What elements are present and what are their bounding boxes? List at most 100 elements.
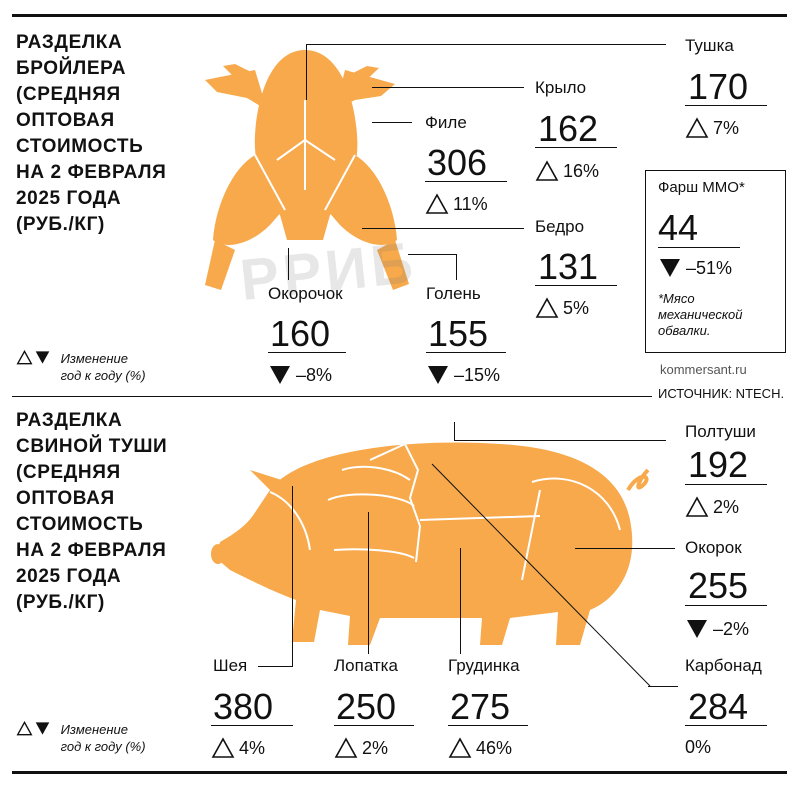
triangle-up-icon (16, 721, 33, 736)
bedro-price: 131 (538, 246, 599, 287)
triangle-up-icon (685, 496, 709, 517)
leader-okorochok-v (288, 248, 289, 280)
okorochok-change: –8% (268, 364, 332, 386)
okorok-change-value: –2% (713, 618, 750, 639)
sheya-label: Шея (213, 656, 248, 675)
file-label: Филе (425, 113, 467, 132)
farsh-note: *Мясо механической обвалки. (658, 291, 743, 338)
triangle-down-icon (660, 259, 680, 277)
leader-sheya-v (292, 486, 293, 666)
okorochok-change-value: –8% (296, 364, 333, 385)
leader-golen-v (456, 254, 457, 280)
tushka-underline (685, 105, 767, 106)
leader-grudinka (460, 548, 461, 654)
okorok-label: Окорок (685, 538, 742, 557)
grudinka-underline (448, 725, 528, 726)
leader-tushka-v (306, 44, 307, 100)
karbonad-label: Карбонад (685, 656, 762, 675)
leader-sheya-h (258, 666, 293, 667)
pork-legend-text: Изменение год к году (%) (60, 722, 146, 754)
poltushi-change: 2% (685, 496, 739, 518)
golen-change-value: –15% (454, 364, 501, 385)
okorochok-underline (268, 352, 346, 353)
bedro-label: Бедро (535, 217, 585, 236)
farsh-change-value: –51% (686, 257, 733, 278)
triangle-up-icon (535, 297, 559, 318)
lopatka-change: 2% (334, 737, 388, 759)
triangle-up-icon (334, 737, 358, 758)
leader-tushka-h (306, 44, 666, 45)
farsh-label: Фарш ММО* (658, 179, 745, 196)
tushka-price: 170 (688, 66, 749, 107)
triangle-up-icon (16, 350, 33, 365)
karbonad-underline (685, 725, 767, 726)
farsh-underline (658, 247, 740, 248)
sheya-change: 4% (211, 737, 265, 759)
okorochok-label: Окорочок (268, 284, 343, 303)
triangle-up-icon (425, 193, 449, 214)
tushka-label: Тушка (685, 36, 734, 55)
karbonad-change-value: 0% (685, 737, 712, 757)
triangle-up-icon (535, 160, 559, 181)
leader-golen-h (408, 254, 456, 255)
leader-krylo (372, 87, 524, 88)
triangle-down-icon (428, 366, 448, 384)
source-site: kommersant.ru (660, 362, 747, 377)
leader-karbonad-diag (431, 463, 651, 687)
lopatka-underline (334, 725, 414, 726)
leader-poltushi-v (454, 422, 455, 440)
leader-bedro (362, 228, 524, 229)
chicken-title: РАЗДЕЛКА БРОЙЛЕРА (СРЕДНЯЯ ОПТОВАЯ СТОИМ… (16, 32, 167, 235)
golen-underline (426, 352, 506, 353)
chicken-illustration (205, 50, 409, 290)
okorok-underline (685, 605, 767, 606)
grudinka-label: Грудинка (448, 656, 520, 675)
sheya-change-value: 4% (239, 737, 266, 758)
triangle-up-icon (211, 737, 235, 758)
poltushi-change-value: 2% (713, 496, 740, 517)
top-rule (12, 14, 787, 17)
sheya-underline (211, 725, 293, 726)
triangle-down-icon (687, 620, 707, 638)
file-underline (425, 181, 507, 182)
farsh-change: –51% (658, 257, 732, 279)
krylo-price: 162 (538, 108, 599, 149)
farsh-price: 44 (658, 207, 699, 248)
leader-okorok (575, 548, 675, 549)
file-price: 306 (427, 142, 488, 183)
karbonad-change: 0% (685, 737, 711, 758)
farsh-box: Фарш ММО* 44 –51% *Мясо механической обв… (645, 170, 786, 353)
leader-lopatka (368, 512, 369, 654)
poltushi-underline (685, 484, 767, 485)
tushka-change-value: 7% (713, 117, 740, 138)
bedro-change-value: 5% (563, 297, 590, 318)
chicken-legend: Изменение год к году (%) (16, 350, 146, 384)
krylo-change: 16% (535, 160, 599, 182)
krylo-change-value: 16% (563, 160, 600, 181)
poltushi-price: 192 (688, 444, 749, 485)
triangle-down-icon (270, 366, 290, 384)
section-divider (12, 396, 652, 397)
golen-price: 155 (428, 313, 489, 354)
bedro-underline (535, 285, 617, 286)
source-text: ИСТОЧНИК: NTECH. (658, 386, 785, 401)
okorok-price: 255 (688, 565, 749, 606)
pig-illustration (211, 442, 650, 645)
tushka-change: 7% (685, 117, 739, 139)
golen-change: –15% (426, 364, 500, 386)
pork-title: РАЗДЕЛКА СВИНОЙ ТУШИ (СРЕДНЯЯ ОПТОВАЯ СТ… (16, 410, 168, 613)
leader-karbonad-h (648, 686, 678, 687)
krylo-label: Крыло (535, 78, 587, 97)
okorok-change: –2% (685, 618, 749, 640)
triangle-up-icon (685, 117, 709, 138)
pork-legend: Изменение год к году (%) (16, 721, 146, 755)
triangle-down-icon (35, 722, 50, 735)
grudinka-change: 46% (448, 737, 512, 759)
lopatka-label: Лопатка (334, 656, 398, 675)
lopatka-price: 250 (336, 686, 397, 727)
file-change-value: 11% (453, 193, 488, 214)
golen-label: Голень (426, 284, 481, 303)
karbonad-price: 284 (688, 686, 749, 727)
triangle-up-icon (448, 737, 472, 758)
okorochok-price: 160 (270, 313, 331, 354)
